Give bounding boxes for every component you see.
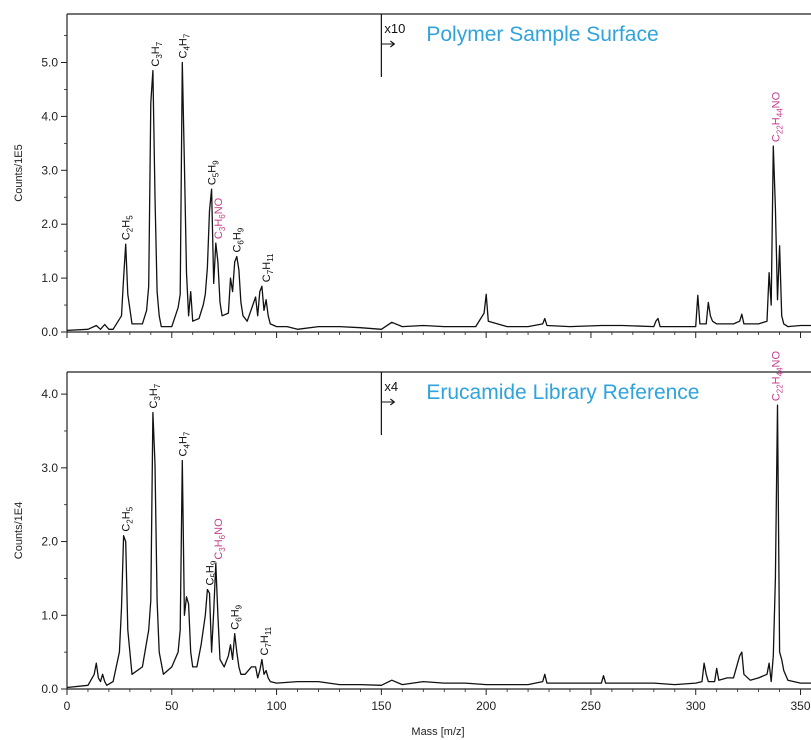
panel-title: Erucamide Library Reference xyxy=(426,381,699,404)
y-tick-label: 0.0 xyxy=(41,325,58,339)
scale-arrow-icon xyxy=(381,398,396,406)
peak-label: C4H7 xyxy=(177,33,191,58)
scale-arrow-icon xyxy=(381,40,396,48)
x-tick-label: 350 xyxy=(791,699,811,713)
x-tick-label: 100 xyxy=(267,699,287,713)
y-tick-label: 3.0 xyxy=(41,461,58,475)
x-tick-label: 250 xyxy=(581,699,601,713)
panel-polymer-sample: 0.0 1.0 2.0 3.0 4.0 5.0 Counts/1E5 x10 Polymer S… xyxy=(13,13,811,339)
peak-label: C7H11 xyxy=(261,253,275,282)
x-tick-label: 300 xyxy=(686,699,706,713)
peak-label: C22H44NO xyxy=(770,91,784,142)
y-tick-label: 3.0 xyxy=(41,163,58,177)
x-tick-label: 200 xyxy=(476,699,496,713)
panel-title: Polymer Sample Surface xyxy=(426,23,658,46)
y-tick-label: 4.0 xyxy=(41,387,58,401)
peak-label: C22H44NO xyxy=(770,351,784,402)
scale-factor-label: x10 xyxy=(384,21,405,36)
y-tick-label: 2.0 xyxy=(41,217,58,231)
y-axis-title: Counts/1E5 xyxy=(13,144,25,201)
peak-label: C5H9 xyxy=(207,160,221,185)
peak-label: C2H5 xyxy=(121,215,135,240)
x-tick-label: 50 xyxy=(165,699,179,713)
spectrum-line-0 xyxy=(66,61,811,332)
peak-label: C2H5 xyxy=(121,506,135,531)
y-tick-label: 2.0 xyxy=(41,535,58,549)
y-tick-label: 4.0 xyxy=(41,109,58,123)
peak-label: C3H7 xyxy=(148,383,162,408)
peak-label: C3H6NO xyxy=(213,197,227,239)
peak-label: C5H9 xyxy=(205,560,219,585)
peak-label: C3H7 xyxy=(150,41,164,66)
y-tick-label: 5.0 xyxy=(41,56,58,70)
y-tick-label: 0.0 xyxy=(41,682,58,696)
peak-label: C6H9 xyxy=(230,604,244,629)
panel-erucamide-reference: 0 50 100 150 200 250 300 350 0.0 1.0 2.0 3.0 4.0 Coun… xyxy=(13,351,811,713)
y-tick-label: 1.0 xyxy=(41,608,58,622)
peak-label: C4H7 xyxy=(177,431,191,456)
y-tick-label: 1.0 xyxy=(41,271,58,285)
peak-label: C7H11 xyxy=(259,626,273,655)
peak-label: C6H9 xyxy=(232,227,246,252)
peak-label: C3H6NO xyxy=(213,518,227,560)
scale-factor-label: x4 xyxy=(384,379,398,394)
y-axis-title: Counts/1E4 xyxy=(13,502,25,559)
x-tick-label: 0 xyxy=(64,699,71,713)
x-tick-label: 150 xyxy=(371,699,391,713)
x-axis-title: Mass [m/z] xyxy=(411,726,464,738)
spectrum-line-0 xyxy=(66,404,811,689)
